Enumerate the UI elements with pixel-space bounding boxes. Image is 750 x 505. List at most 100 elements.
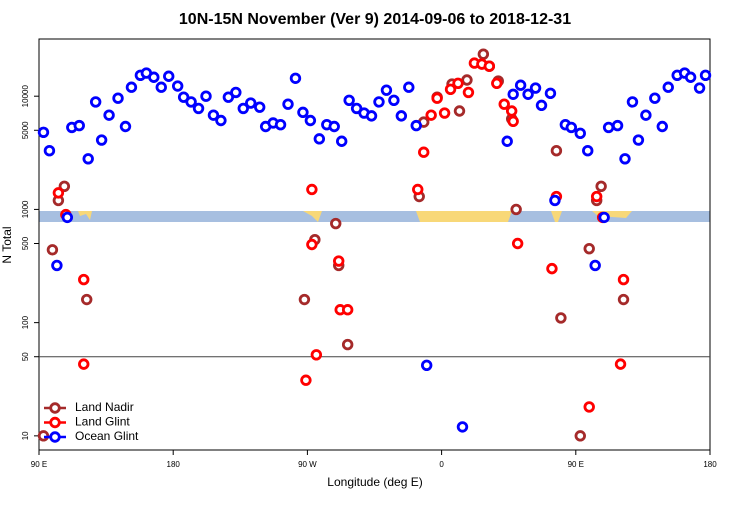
point (590, 190, 603, 203)
x-axis-label: Longitude (deg E) (327, 475, 422, 489)
point (253, 101, 266, 113)
y-axis-label: N Total (0, 226, 14, 263)
band-patch (78, 211, 92, 220)
point (388, 94, 400, 106)
point (148, 71, 160, 83)
plot-frame (38, 38, 711, 451)
point (662, 81, 674, 93)
point (456, 421, 469, 433)
point (632, 134, 645, 146)
point (43, 145, 56, 157)
point (52, 187, 65, 199)
point (461, 74, 473, 86)
point (298, 293, 311, 306)
point (574, 430, 586, 442)
point (403, 81, 415, 93)
point (483, 60, 496, 72)
point (491, 77, 503, 89)
point (330, 217, 342, 230)
point (684, 71, 697, 83)
chart-title: 10N-15N November (Ver 9) 2014-09-06 to 2… (179, 11, 571, 28)
y-tick-label: 1000 (21, 200, 30, 218)
y-tick-label: 500 (21, 236, 30, 250)
point (507, 115, 519, 128)
point (380, 84, 393, 96)
point (412, 183, 424, 196)
point (514, 79, 527, 91)
point (237, 102, 249, 115)
point (341, 338, 354, 351)
band-patch (303, 211, 322, 222)
point (365, 110, 378, 122)
point (598, 211, 610, 224)
point (78, 273, 90, 286)
point (163, 70, 175, 82)
point (335, 135, 348, 147)
x-tick-label: 0 (439, 460, 444, 469)
point (617, 293, 630, 306)
x-tick-label: 180 (167, 460, 181, 469)
point (58, 180, 71, 193)
band (39, 211, 710, 222)
point (507, 88, 519, 100)
point (582, 145, 594, 157)
point (103, 109, 115, 121)
point (81, 293, 93, 306)
point (306, 238, 318, 251)
point (555, 312, 567, 324)
point (192, 102, 205, 115)
point (274, 119, 287, 131)
y-tick-label: 5000 (21, 121, 30, 139)
point (222, 91, 235, 103)
point (595, 180, 607, 193)
point (565, 121, 578, 134)
point (310, 349, 323, 361)
point (699, 69, 712, 81)
point (477, 48, 490, 60)
point (73, 119, 85, 132)
point (200, 90, 212, 102)
point (300, 374, 312, 386)
point (574, 127, 586, 140)
y-tick-label: 10000 (21, 85, 30, 108)
point (550, 145, 563, 157)
point (617, 273, 630, 286)
point (37, 126, 50, 138)
point (297, 106, 309, 119)
point (215, 114, 227, 127)
point (510, 203, 522, 216)
point (282, 98, 294, 110)
legend-marker (49, 431, 61, 443)
point (78, 358, 90, 370)
point (611, 119, 624, 132)
x-tick-label: 90 E (568, 460, 584, 469)
point (230, 86, 242, 99)
point (418, 146, 430, 158)
point (333, 255, 345, 267)
point (185, 96, 197, 108)
point (89, 96, 102, 108)
point (343, 94, 355, 106)
point (306, 183, 318, 196)
point (373, 96, 385, 108)
legend-label: Ocean Glint (75, 429, 139, 443)
point (51, 259, 63, 272)
point (82, 153, 94, 165)
legend-label: Land Nadir (75, 400, 134, 414)
point (46, 244, 59, 256)
point (453, 105, 466, 117)
point (649, 92, 661, 104)
point (452, 77, 464, 89)
point (535, 99, 548, 112)
point (444, 83, 457, 96)
point (498, 98, 510, 110)
point (171, 80, 184, 92)
point (438, 107, 451, 119)
point (207, 109, 220, 121)
point (420, 359, 433, 371)
point (583, 242, 595, 255)
point (304, 114, 317, 127)
